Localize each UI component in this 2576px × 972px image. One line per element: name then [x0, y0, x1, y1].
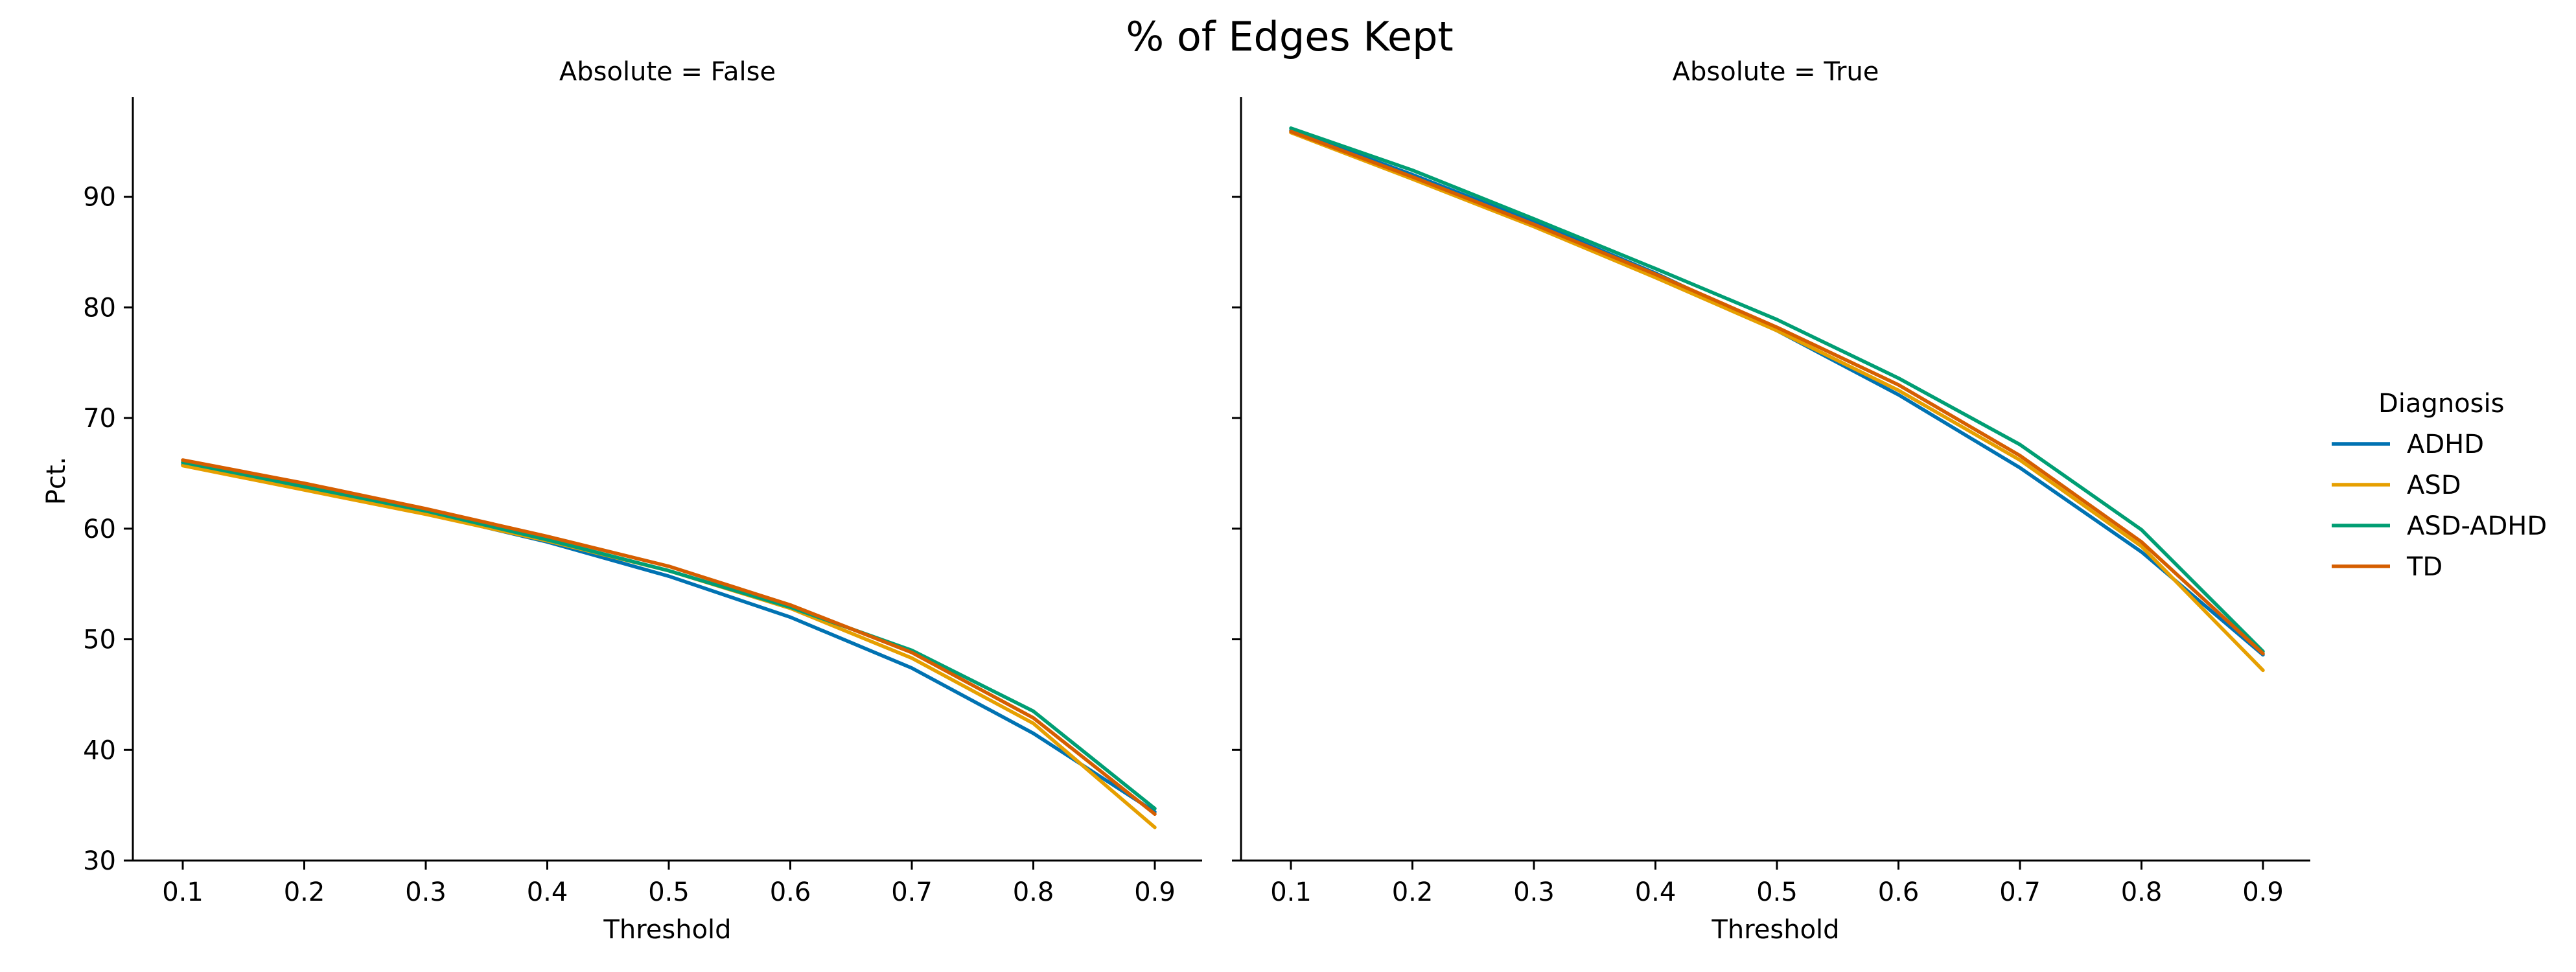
x-tick-label: 0.7 — [891, 877, 933, 907]
legend-label: ASD-ADHD — [2407, 511, 2547, 541]
figure-title: % of Edges Kept — [1126, 13, 1454, 60]
series-lines — [1289, 126, 2265, 673]
y-ticks: 30 40 50 60 70 80 90 — [83, 183, 133, 876]
panel-absolute-true: Absolute = True 0.1 0.2 0.3 0.4 0.5 0.6 0.7 0.8… — [1232, 57, 2310, 945]
legend-item-adhd: ADHD — [2332, 430, 2484, 459]
legend-title: Diagnosis — [2378, 389, 2504, 419]
x-ticks: 0.1 0.2 0.3 0.4 0.5 0.6 0.7 0.8 0.9 — [162, 861, 1176, 907]
series-line-td — [181, 458, 1157, 816]
x-tick-label: 0.5 — [1756, 877, 1798, 907]
series-line-adhd — [1289, 128, 2265, 657]
x-tick-label: 0.5 — [648, 877, 690, 907]
x-tick-label: 0.2 — [1392, 877, 1433, 907]
y-tick-label: 60 — [83, 515, 116, 544]
y-tick-label: 80 — [83, 293, 116, 323]
legend-label: TD — [2406, 552, 2443, 582]
x-tick-label: 0.4 — [527, 877, 568, 907]
x-tick-label: 0.9 — [2242, 877, 2284, 907]
panel-title: Absolute = True — [1673, 57, 1879, 87]
series-line-asd-adhd — [1289, 126, 2265, 654]
x-ticks: 0.1 0.2 0.3 0.4 0.5 0.6 0.7 0.8 0.9 — [1270, 861, 2284, 907]
series-line-asd — [181, 463, 1157, 829]
x-tick-label: 0.9 — [1134, 877, 1176, 907]
legend-item-asd-adhd: ASD-ADHD — [2332, 511, 2547, 541]
x-tick-label: 0.1 — [1270, 877, 1312, 907]
x-tick-label: 0.8 — [1013, 877, 1054, 907]
y-tick-label: 50 — [83, 625, 116, 655]
y-ticks — [1232, 196, 1241, 862]
x-tick-label: 0.6 — [770, 877, 811, 907]
x-tick-label: 0.7 — [1999, 877, 2041, 907]
x-tick-label: 0.8 — [2121, 877, 2163, 907]
legend-item-asd: ASD — [2332, 470, 2461, 500]
series-lines — [181, 458, 1157, 829]
y-tick-label: 40 — [83, 735, 116, 765]
series-line-td — [1289, 130, 2265, 656]
x-tick-label: 0.4 — [1635, 877, 1677, 907]
x-tick-label: 0.6 — [1878, 877, 1920, 907]
panel-title: Absolute = False — [559, 57, 776, 87]
y-tick-label: 30 — [83, 846, 116, 876]
x-axis-label: Threshold — [603, 915, 731, 945]
x-axis-label: Threshold — [1711, 915, 1839, 945]
series-line-asd — [1289, 130, 2265, 673]
legend-label: ASD — [2407, 470, 2461, 500]
legend: Diagnosis ADHD ASD ASD-ADHD TD — [2332, 389, 2547, 582]
x-tick-label: 0.2 — [284, 877, 325, 907]
legend-label: ADHD — [2407, 430, 2484, 459]
y-tick-label: 90 — [83, 183, 116, 213]
legend-item-td: TD — [2332, 552, 2443, 582]
series-line-adhd — [181, 463, 1157, 814]
y-tick-label: 70 — [83, 404, 116, 434]
series-line-asd-adhd — [181, 460, 1157, 811]
x-tick-label: 0.1 — [162, 877, 203, 907]
x-tick-label: 0.3 — [1513, 877, 1555, 907]
y-axis-label: Pct. — [41, 457, 71, 505]
x-tick-label: 0.3 — [405, 877, 447, 907]
